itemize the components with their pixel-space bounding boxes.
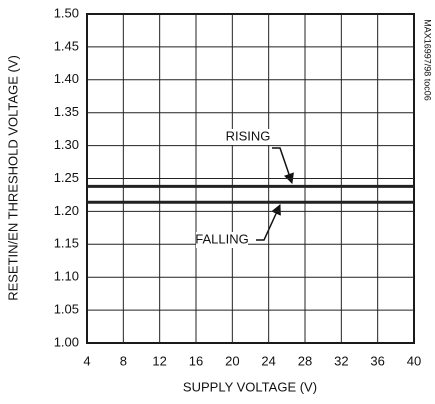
x-tick-label: 24 [261, 353, 275, 368]
y-tick-label: 1.50 [54, 5, 79, 20]
side-note: MAX16997/98 toc06 [423, 19, 433, 101]
y-tick-label: 1.35 [54, 104, 79, 119]
x-tick-label: 32 [334, 353, 348, 368]
y-tick-label: 1.05 [54, 302, 79, 317]
x-axis-label: SUPPLY VOLTAGE (V) [183, 379, 317, 394]
series-annotation: FALLING [195, 231, 248, 246]
y-tick-label: 1.15 [54, 236, 79, 251]
x-tick-label: 12 [152, 353, 166, 368]
x-tick-label: 16 [189, 353, 203, 368]
y-tick-label: 1.25 [54, 170, 79, 185]
x-tick-label: 8 [120, 353, 127, 368]
y-axis-label: RESETIN/EN THRESHOLD VOLTAGE (V) [5, 55, 20, 301]
y-tick-label: 1.30 [54, 137, 79, 152]
label-bg [222, 129, 274, 145]
label-bg [196, 232, 248, 248]
x-tick-label: 40 [407, 353, 421, 368]
x-tick-label: 36 [370, 353, 384, 368]
x-tick-label: 20 [225, 353, 239, 368]
y-tick-label: 1.45 [54, 38, 79, 53]
falling-arrow [256, 204, 281, 241]
x-tick-label: 28 [298, 353, 312, 368]
rising-arrow [272, 147, 294, 184]
x-tick-label: 4 [83, 353, 90, 368]
y-tick-label: 1.10 [54, 269, 79, 284]
y-tick-label: 1.40 [54, 71, 79, 86]
y-tick-label: 1.00 [54, 334, 79, 349]
y-tick-label: 1.20 [54, 203, 79, 218]
series-annotation: RISING [226, 128, 271, 143]
